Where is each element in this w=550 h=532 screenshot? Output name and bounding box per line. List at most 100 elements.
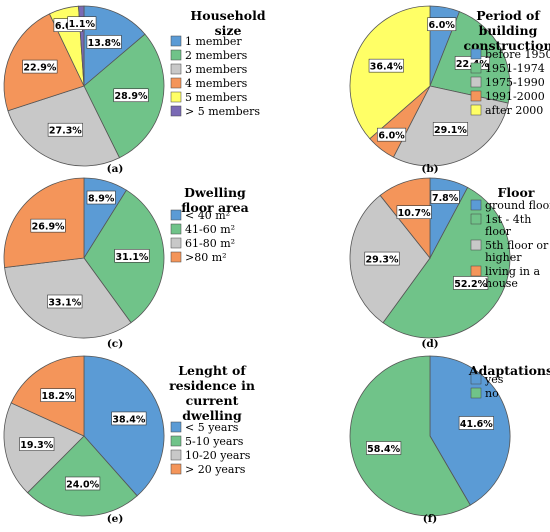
legend-entry: after 2000 xyxy=(470,104,543,117)
panel-caption: (a) xyxy=(107,163,124,175)
chart-title: Lenght of xyxy=(178,363,247,378)
data-label-text: 24.0% xyxy=(66,479,99,490)
legend-label: 41-60 m² xyxy=(185,223,235,236)
legend-entry: < 40 m² xyxy=(170,209,230,222)
legend-label: living in a xyxy=(485,265,540,278)
legend-label: 1951-1974 xyxy=(485,62,545,75)
legend-swatch xyxy=(170,209,182,221)
legend-label: floor xyxy=(485,225,512,238)
legend-entry: 1975-1990 xyxy=(470,76,545,89)
data-label: 8.9% xyxy=(86,190,116,205)
data-label: 52.2% xyxy=(453,276,489,290)
legend-label: no xyxy=(485,387,499,400)
chart-title: construction xyxy=(463,38,550,53)
chart-title: Period of xyxy=(476,8,541,23)
pie-slice xyxy=(26,435,138,517)
legend-swatch xyxy=(470,239,482,251)
data-label: 29.3% xyxy=(364,251,400,266)
data-label: 6.0% xyxy=(427,17,457,31)
legend-entry: 10-20 years xyxy=(170,449,251,462)
legend-swatch xyxy=(470,213,482,225)
legend-label: 1st - 4th xyxy=(485,213,531,226)
chart-title: Floor xyxy=(498,185,535,200)
legend-label: 5th floor or xyxy=(485,239,549,252)
legend-entry: 4 members xyxy=(170,77,248,90)
data-label-text: 41.6% xyxy=(460,419,493,430)
legend-swatch xyxy=(170,63,182,75)
legend-label: 4 members xyxy=(185,77,248,90)
legend-entry: > 5 members xyxy=(170,105,260,118)
data-label-text: 6.0% xyxy=(429,20,456,31)
legend-entry: 1951-1974 xyxy=(470,62,545,75)
legend-entry: 5-10 years xyxy=(170,435,244,448)
legend-label: 2 members xyxy=(185,49,248,62)
data-label-text: 29.3% xyxy=(366,255,399,266)
pie-slice xyxy=(429,355,511,506)
legend-swatch xyxy=(170,251,182,263)
legend-entry: 61-80 m² xyxy=(170,237,235,250)
chart-title: residence in xyxy=(169,378,255,393)
data-label: 58.4% xyxy=(366,441,402,455)
data-label-text: 13.8% xyxy=(88,38,121,49)
legend-swatch xyxy=(470,373,482,385)
legend-swatch xyxy=(170,463,182,475)
legend-label: < 40 m² xyxy=(185,209,230,222)
legend-swatch xyxy=(170,421,182,433)
legend-swatch xyxy=(170,91,182,103)
data-label-text: 29.1% xyxy=(434,125,467,136)
pie-panel-0: 13.8%28.9%27.3%22.9%6.0%1.1%Householdsiz… xyxy=(3,5,266,175)
legend-entry: < 5 years xyxy=(170,421,239,434)
chart-title: dwelling xyxy=(182,408,242,423)
legend-entry: 41-60 m² xyxy=(170,223,235,236)
legend-swatch xyxy=(170,105,182,117)
legend-label: 5-10 years xyxy=(185,435,244,448)
data-label: 29.1% xyxy=(432,122,469,136)
legend-swatch xyxy=(470,199,482,211)
data-label-text: 26.9% xyxy=(32,222,65,233)
data-label-text: 18.2% xyxy=(42,391,75,402)
legend-swatch xyxy=(470,387,482,399)
legend-label: higher xyxy=(485,251,522,264)
legend-swatch xyxy=(170,223,182,235)
legend-label: < 5 years xyxy=(185,421,239,434)
pie-slice xyxy=(83,355,165,497)
legend-label: 61-80 m² xyxy=(185,237,235,250)
data-label: 1.1% xyxy=(67,16,97,30)
legend-label: yes xyxy=(484,373,504,386)
legend-entry: yes xyxy=(470,373,504,386)
legend-swatch xyxy=(170,77,182,89)
panel-caption: (d) xyxy=(421,338,438,350)
data-label-text: 7.8% xyxy=(432,193,459,204)
data-label: 36.4% xyxy=(368,58,404,73)
legend-swatch xyxy=(470,76,482,88)
pie-slice xyxy=(382,186,511,339)
legend-label: > 20 years xyxy=(185,463,246,476)
data-label: 19.3% xyxy=(19,437,55,451)
legend-entry: before 1950 xyxy=(470,48,550,61)
legend-label: after 2000 xyxy=(485,104,543,117)
legend-label: 1 member xyxy=(185,35,242,48)
data-label-text: 31.1% xyxy=(115,252,148,263)
legend-label: before 1950 xyxy=(485,48,550,61)
data-label: 38.4% xyxy=(111,411,147,425)
legend-label: 3 members xyxy=(185,63,248,76)
legend-label: 5 members xyxy=(185,91,248,104)
legend-label: 10-20 years xyxy=(185,449,251,462)
data-label: 27.3% xyxy=(47,122,83,137)
data-label-text: 28.9% xyxy=(115,91,148,102)
chart-title: building xyxy=(479,23,538,38)
data-label: 24.0% xyxy=(65,476,101,490)
data-label: 28.9% xyxy=(113,88,149,102)
panel-caption: (b) xyxy=(421,163,438,175)
legend-entry: 5 members xyxy=(170,91,248,104)
data-label: 33.1% xyxy=(47,294,83,308)
legend-entry: > 20 years xyxy=(170,463,246,476)
data-label: 10.7% xyxy=(396,205,432,219)
panel-caption: (f) xyxy=(423,513,437,525)
panel-caption: (c) xyxy=(107,338,123,350)
data-label: 26.9% xyxy=(30,218,66,233)
